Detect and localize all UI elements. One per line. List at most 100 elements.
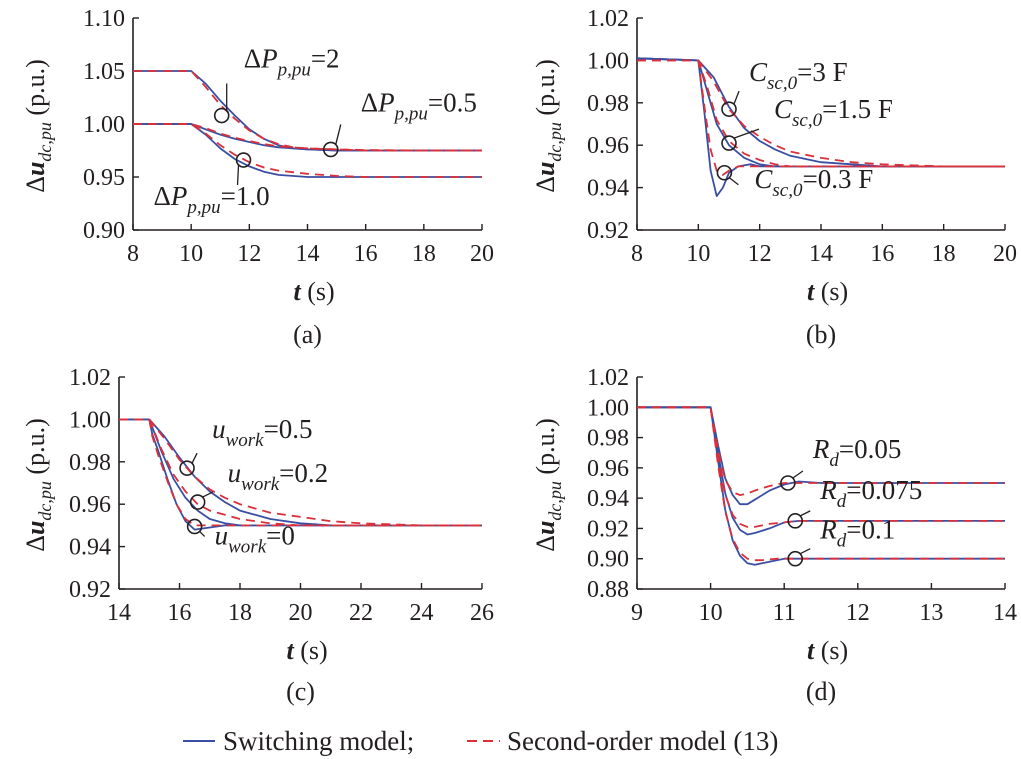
y-tick-label: 0.96 (587, 456, 629, 482)
panel-label: (b) (806, 320, 836, 349)
y-tick-label: 0.92 (587, 218, 629, 244)
chart-panel-c: 14 16 18 20 22 24 26 0.92 0.94 0.96 0.98 1.00 1.02 Δu… (21, 365, 494, 706)
x-tick-label: 14 (809, 241, 833, 267)
x-tick-label: 9 (631, 600, 643, 626)
series-line-second-order (119, 418, 482, 527)
x-tick-label: 16 (870, 241, 894, 267)
y-tick-label: 0.92 (69, 577, 111, 603)
x-tick-label: 16 (354, 241, 378, 267)
panel-label: (c) (286, 677, 315, 706)
x-axis-label: t (s) (294, 277, 335, 306)
series-line-second-order (133, 123, 482, 152)
y-tick-label: 0.94 (587, 176, 629, 202)
y-tick-label: 1.00 (587, 395, 629, 421)
y-tick-label: 0.94 (69, 535, 111, 561)
annotation-label: uwork=0.2 (228, 458, 328, 495)
x-tick-label: 20 (470, 241, 494, 267)
x-tick-label: 14 (993, 600, 1017, 626)
x-tick-label: 14 (296, 241, 320, 267)
y-tick-label: 0.90 (587, 547, 629, 573)
annotation-leader (799, 510, 811, 517)
annotation-leader (335, 124, 342, 145)
y-tick-label: 1.02 (69, 365, 111, 391)
y-axis-label: Δudc,pu (p.u.) (531, 59, 565, 193)
annotation-label: uwork=0.5 (212, 414, 312, 451)
annotation-label: Rd=0.075 (819, 475, 922, 512)
x-tick-label: 10 (686, 241, 710, 267)
annotation-leader (202, 491, 213, 498)
y-tick-label: 0.98 (587, 91, 629, 117)
annotation-label: Rd=0.05 (812, 434, 901, 471)
annotation-label: uwork=0 (215, 520, 295, 557)
y-tick-label: 0.90 (83, 218, 125, 244)
series-line-second-order (133, 123, 482, 178)
y-tick-label: 1.05 (83, 59, 125, 85)
annotation-leader (191, 452, 198, 464)
y-tick-label: 1.00 (83, 112, 125, 138)
panel-label: (d) (806, 677, 836, 706)
annotation-marker (189, 494, 206, 510)
annotation-leader (729, 177, 739, 186)
annotation-marker (235, 152, 252, 168)
y-tick-label: 1.02 (587, 6, 629, 32)
annotation-marker (721, 101, 737, 117)
annotation-marker (787, 513, 804, 529)
y-tick-label: 1.02 (587, 365, 629, 391)
annotation-label: Csc,0=1.5 F (774, 94, 893, 131)
x-tick-label: 12 (237, 241, 261, 267)
annotation-marker (179, 460, 195, 476)
y-tick-label: 0.96 (587, 133, 629, 159)
panel-label: (a) (293, 320, 322, 349)
legend-label-switching: Switching model; (223, 726, 414, 756)
x-tick-label: 26 (470, 600, 494, 626)
annotation-marker (721, 135, 737, 151)
y-axis-label: Δudc,pu (p.u.) (21, 59, 55, 193)
y-tick-label: 0.95 (83, 165, 125, 191)
y-axis-label: Δudc,pu (p.u.) (21, 418, 55, 552)
annotation-label: Csc,0=0.3 F (754, 164, 873, 201)
x-tick-label: 10 (179, 241, 203, 267)
annotation-leader (733, 128, 760, 139)
x-axis-label: t (s) (807, 636, 848, 665)
y-axis-label: Δudc,pu (p.u.) (531, 418, 565, 552)
series-line-second-order (637, 406, 1005, 528)
annotation-leader (799, 548, 811, 555)
x-tick-label: 8 (127, 241, 139, 267)
x-tick-label: 20 (993, 241, 1017, 267)
annotation-label: ΔPp,pu=2 (244, 44, 340, 81)
x-tick-label: 12 (846, 600, 870, 626)
annotation-leader (792, 470, 804, 479)
series-line-second-order (119, 418, 482, 527)
x-tick-label: 10 (699, 600, 723, 626)
annotation-marker (787, 550, 804, 567)
y-tick-label: 1.10 (83, 6, 125, 32)
x-tick-label: 22 (349, 600, 373, 626)
annotation-leader (733, 90, 740, 105)
y-tick-label: 0.98 (69, 450, 111, 476)
annotation-marker (213, 107, 230, 124)
chart-panel-d: 9 10 11 12 13 14 0.88 0.90 0.92 0.94 0.96 0.98 1.00 1… (531, 365, 1017, 706)
x-tick-label: 8 (631, 241, 643, 267)
x-tick-label: 12 (748, 241, 772, 267)
y-tick-label: 1.00 (69, 407, 111, 433)
annotation-label: Rd=0.1 (819, 515, 895, 552)
y-tick-label: 1.00 (587, 48, 629, 74)
x-tick-label: 13 (919, 600, 943, 626)
x-tick-label: 14 (107, 600, 131, 626)
x-tick-label: 18 (932, 241, 956, 267)
annotation-label: ΔPp,pu=0.5 (361, 87, 477, 124)
annotation-marker (186, 518, 203, 535)
y-tick-label: 0.98 (587, 426, 629, 452)
x-axis-label: t (s) (287, 636, 328, 665)
series-line-switching (133, 123, 482, 152)
series-line-second-order (637, 59, 1005, 176)
x-tick-label: 11 (773, 600, 796, 626)
annotation-marker (716, 164, 733, 181)
chart-panel-a: 8 10 12 14 16 18 20 0.90 0.95 1.00 1.05 1.10 Δudc,pu… (21, 6, 494, 349)
panels: 8 10 12 14 16 18 20 0.90 0.95 1.00 1.05 1.10 Δudc,pu… (21, 6, 1017, 706)
x-axis-label: t (s) (807, 277, 848, 306)
annotation-label: ΔPp,pu=1.0 (154, 181, 270, 218)
y-tick-label: 0.94 (587, 486, 629, 512)
chart-panel-b: 8 10 12 14 16 18 20 0.92 0.94 0.96 0.98 1.00 1.02 Δud… (531, 6, 1017, 349)
